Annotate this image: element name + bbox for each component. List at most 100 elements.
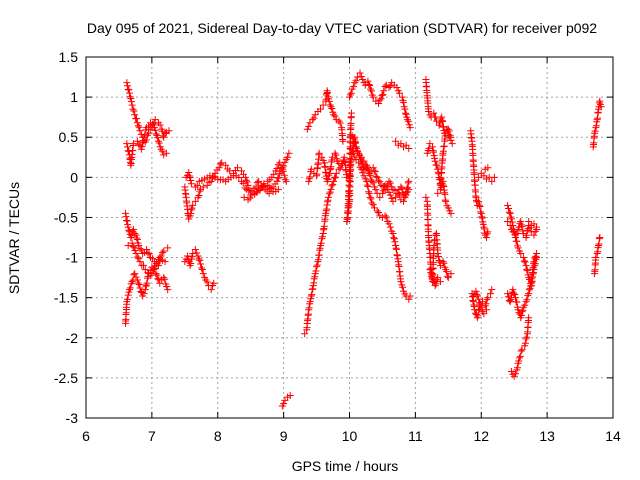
data-point	[318, 233, 326, 241]
data-point	[436, 262, 444, 270]
data-point	[133, 115, 141, 123]
data-point	[443, 272, 451, 280]
data-point	[123, 79, 131, 87]
data-point	[336, 164, 344, 172]
data-point	[447, 209, 455, 217]
data-point	[133, 235, 141, 243]
data-point	[472, 287, 480, 295]
data-point	[133, 234, 141, 242]
data-point	[185, 215, 193, 223]
data-point	[154, 275, 162, 283]
data-point	[365, 81, 373, 89]
data-point	[597, 103, 605, 111]
data-point	[531, 227, 539, 235]
data-point	[160, 133, 168, 141]
data-point	[374, 100, 382, 108]
data-point	[328, 153, 336, 161]
data-point	[426, 266, 434, 274]
data-point	[398, 93, 406, 101]
data-point	[160, 274, 168, 282]
data-point	[154, 134, 162, 142]
data-point	[131, 111, 139, 119]
data-point	[483, 295, 491, 303]
data-point	[396, 89, 404, 97]
data-point	[447, 270, 455, 278]
data-point	[279, 167, 287, 175]
data-point	[369, 93, 377, 101]
data-point	[183, 252, 191, 260]
data-point	[187, 180, 195, 188]
data-point	[430, 109, 438, 117]
x-tick-label: 13	[539, 428, 555, 444]
data-point	[133, 119, 141, 127]
data-point	[148, 269, 156, 277]
data-point	[359, 75, 367, 83]
data-point	[136, 127, 144, 135]
data-point	[478, 214, 486, 222]
data-point	[400, 197, 408, 205]
data-point	[160, 247, 168, 255]
data-point	[336, 119, 344, 127]
data-point	[378, 91, 386, 99]
data-point	[353, 144, 361, 152]
data-point	[386, 191, 394, 199]
data-point	[385, 83, 393, 91]
data-point	[274, 185, 282, 193]
data-point	[124, 143, 132, 151]
data-point	[282, 177, 290, 185]
data-point	[512, 370, 520, 378]
data-point	[381, 212, 389, 220]
x-tick-label: 10	[342, 428, 358, 444]
y-tick-label: 1.5	[59, 49, 79, 65]
data-point	[158, 147, 166, 155]
data-point	[511, 290, 519, 298]
data-point	[301, 330, 309, 338]
data-point	[504, 201, 512, 209]
data-point	[521, 258, 529, 266]
data-point	[510, 225, 518, 233]
data-point	[218, 159, 226, 167]
data-point	[136, 284, 144, 292]
data-point	[510, 289, 518, 297]
data-point	[124, 295, 132, 303]
data-point	[432, 113, 440, 121]
data-point	[520, 257, 528, 265]
data-point	[369, 179, 377, 187]
data-point	[517, 221, 525, 229]
data-point	[508, 218, 516, 226]
data-point	[198, 265, 206, 273]
data-point	[401, 105, 409, 113]
x-tick-label: 14	[605, 428, 621, 444]
data-point	[475, 173, 483, 181]
data-point	[241, 173, 249, 181]
data-point	[514, 244, 522, 252]
data-point	[129, 242, 137, 250]
data-point	[186, 174, 194, 182]
y-tick-label: -1	[66, 250, 79, 266]
data-point	[486, 290, 494, 298]
y-tick-label: 0.5	[59, 129, 79, 145]
data-point	[357, 73, 365, 81]
data-point	[276, 159, 284, 167]
data-point	[188, 253, 196, 261]
data-point	[197, 260, 205, 268]
data-point	[216, 160, 224, 168]
data-point	[445, 127, 453, 135]
data-point	[490, 173, 498, 181]
data-point	[124, 242, 132, 250]
data-point	[138, 143, 146, 151]
y-tick-label: 1	[70, 89, 78, 105]
data-point	[317, 105, 325, 113]
data-point	[285, 149, 293, 157]
data-point	[483, 306, 491, 314]
data-point	[369, 201, 377, 209]
data-point	[370, 167, 378, 175]
data-point	[193, 181, 201, 189]
data-point	[164, 244, 172, 252]
data-point	[135, 242, 143, 250]
data-point	[517, 217, 525, 225]
data-point	[281, 176, 289, 184]
data-point	[331, 174, 339, 182]
data-point	[390, 235, 398, 243]
data-point	[305, 306, 313, 314]
